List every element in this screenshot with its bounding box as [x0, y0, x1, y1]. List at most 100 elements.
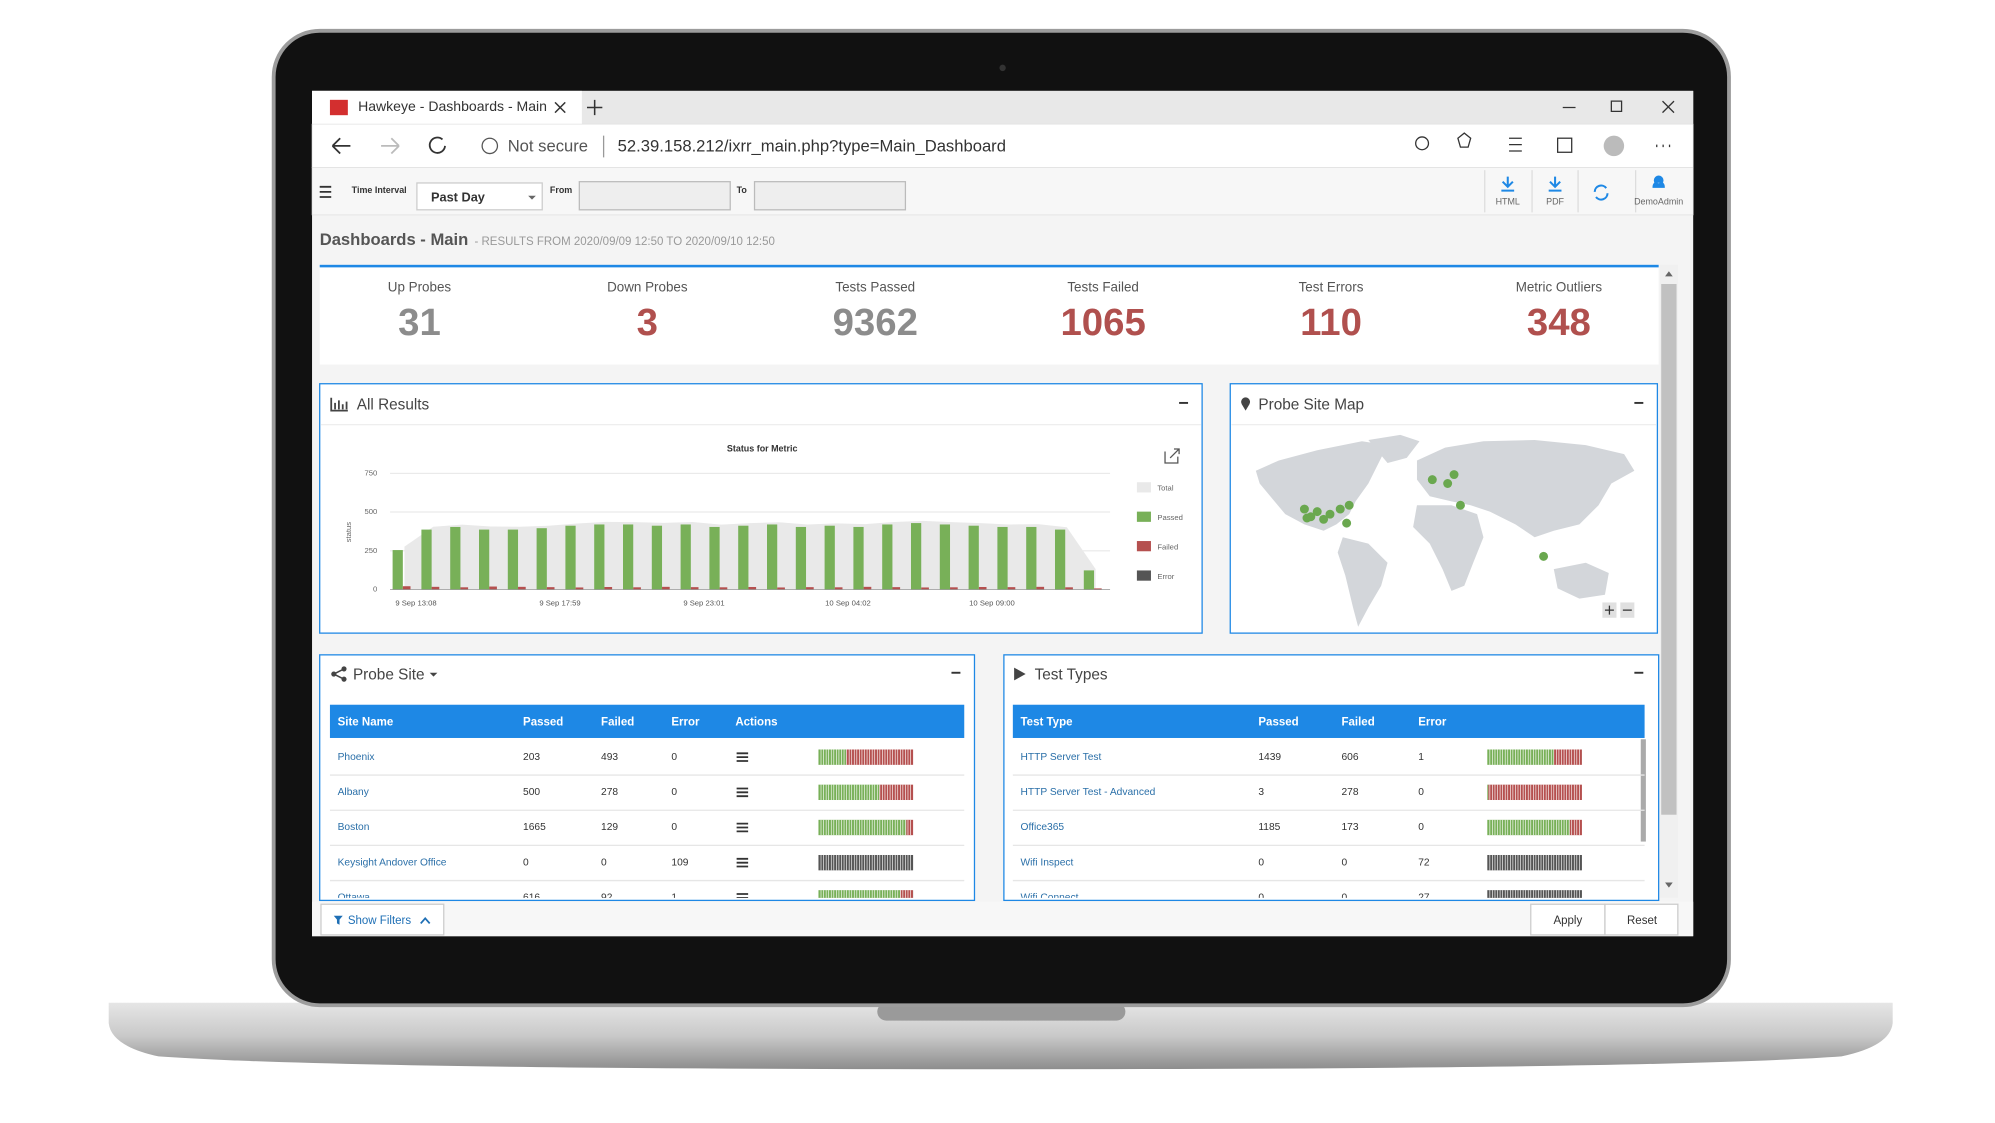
- bar: [1065, 587, 1073, 590]
- kpi-value: 3: [637, 301, 658, 344]
- panel-title[interactable]: Probe Site: [353, 666, 425, 683]
- kpi-label: Tests Failed: [1067, 279, 1139, 294]
- column-header: Failed: [1342, 717, 1375, 729]
- time-interval-select[interactable]: [416, 182, 543, 211]
- bar: [651, 525, 663, 590]
- column-header: Passed: [523, 717, 563, 729]
- bar: [767, 524, 778, 590]
- table-header: [329, 704, 965, 738]
- row-name[interactable]: Office365: [1021, 822, 1065, 833]
- x-tick-label: 9 Sep 17:59: [539, 599, 580, 608]
- from-label: From: [550, 185, 572, 195]
- toolbar-buttons: HTML PDF DemoAdmin: [1484, 170, 1683, 213]
- legend-label[interactable]: Passed: [1157, 513, 1183, 522]
- spark-segment: [1487, 890, 1582, 898]
- cell: 173: [1342, 822, 1359, 833]
- bar: [795, 526, 807, 590]
- actions-icon[interactable]: [736, 822, 749, 833]
- tab[interactable]: [312, 90, 582, 125]
- window-controls[interactable]: [1562, 100, 1675, 114]
- reload-button[interactable]: [428, 136, 446, 154]
- table-scrollbar[interactable]: [1640, 739, 1646, 842]
- button-icon: [1548, 176, 1562, 192]
- actions-icon[interactable]: [736, 787, 749, 798]
- favorite-icon[interactable]: [1457, 132, 1472, 148]
- cell: 129: [601, 822, 618, 833]
- kpi-label: Metric Outliers: [1516, 279, 1603, 294]
- tab-close[interactable]: [554, 101, 566, 114]
- toolbar-button-label[interactable]: HTML: [1496, 197, 1520, 207]
- legend-swatch: [1136, 511, 1151, 522]
- bar: [1036, 586, 1045, 590]
- url[interactable]: 52.39.158.212/ixrr_main.php?type=Main_Da…: [618, 137, 1006, 156]
- scrollbar-thumb[interactable]: [1661, 283, 1677, 815]
- back-button[interactable]: [331, 137, 351, 155]
- search-icon[interactable]: [1415, 136, 1430, 151]
- bar: [939, 524, 951, 590]
- security-label: Not secure: [508, 137, 588, 156]
- y-axis-label: status: [344, 522, 353, 543]
- chart: 0 250 500 750 9 Sep 13:08 9 Sep 17:59 9 Sep 23…: [364, 468, 1182, 607]
- row-name[interactable]: Phoenix: [338, 752, 375, 763]
- favorites-icon[interactable]: [1509, 137, 1522, 152]
- toolbar-button-label[interactable]: DemoAdmin: [1634, 197, 1683, 207]
- spark-segment: [1553, 749, 1582, 765]
- bar: [604, 586, 613, 590]
- toolbar-button-label[interactable]: PDF: [1546, 197, 1564, 207]
- bar: [546, 587, 555, 590]
- cell: 493: [601, 752, 618, 763]
- actions-icon[interactable]: [736, 752, 749, 762]
- x-tick-label: 9 Sep 23:01: [683, 599, 724, 608]
- cell: 0: [1342, 857, 1348, 868]
- collections-icon[interactable]: [1556, 137, 1573, 153]
- button-icon: [1501, 176, 1515, 192]
- export-icon[interactable]: [1164, 448, 1180, 464]
- spark-segment: [818, 749, 847, 765]
- actions-icon[interactable]: [736, 893, 749, 902]
- bar: [892, 587, 901, 590]
- actions-icon[interactable]: [736, 857, 749, 868]
- legend-label[interactable]: Failed: [1157, 542, 1178, 551]
- profile-icon[interactable]: [1603, 135, 1625, 157]
- info-icon: [481, 137, 499, 155]
- to-input[interactable]: [753, 181, 907, 211]
- row-name[interactable]: Boston: [338, 822, 370, 833]
- bar: [921, 587, 929, 590]
- row-name[interactable]: Wifi Connect: [1021, 893, 1079, 904]
- row-name[interactable]: HTTP Server Test - Advanced: [1021, 787, 1156, 798]
- row-name[interactable]: Ottawa: [338, 893, 371, 904]
- bar: [431, 586, 440, 590]
- refresh-icon[interactable]: [1593, 184, 1609, 201]
- cell: 0: [523, 857, 529, 868]
- bar: [507, 529, 519, 590]
- kpi-value: 9362: [833, 301, 918, 344]
- probe-dots[interactable]: [1299, 470, 1549, 561]
- from-input[interactable]: [578, 181, 731, 211]
- row-name[interactable]: Wifi Inspect: [1021, 857, 1074, 868]
- cell: 278: [1342, 787, 1359, 798]
- cell: 0: [1258, 893, 1264, 904]
- row-name[interactable]: HTTP Server Test: [1021, 752, 1102, 763]
- hamburger[interactable]: [319, 185, 332, 198]
- bar: [421, 529, 432, 590]
- forward-button[interactable]: [381, 137, 400, 155]
- legend-label[interactable]: Total: [1157, 484, 1173, 493]
- legend-label[interactable]: Error: [1157, 572, 1174, 581]
- reset-button[interactable]: [1604, 903, 1679, 936]
- laptop-base: [108, 1002, 1893, 1070]
- bar: [968, 525, 979, 590]
- new-tab[interactable]: [586, 99, 603, 116]
- column-header: Failed: [601, 717, 634, 729]
- row-name[interactable]: Albany: [338, 787, 370, 798]
- cell: 0: [601, 857, 607, 868]
- apply-button[interactable]: [1530, 903, 1606, 936]
- kpi-value: 110: [1300, 301, 1362, 344]
- row-name[interactable]: Keysight Andover Office: [338, 857, 447, 868]
- bar: [518, 586, 526, 590]
- apply-label: Apply: [1553, 915, 1582, 927]
- bar: [709, 526, 720, 590]
- cell: 1439: [1258, 752, 1281, 763]
- bar: [402, 586, 411, 590]
- panel-title: Probe Site Map: [1258, 397, 1364, 414]
